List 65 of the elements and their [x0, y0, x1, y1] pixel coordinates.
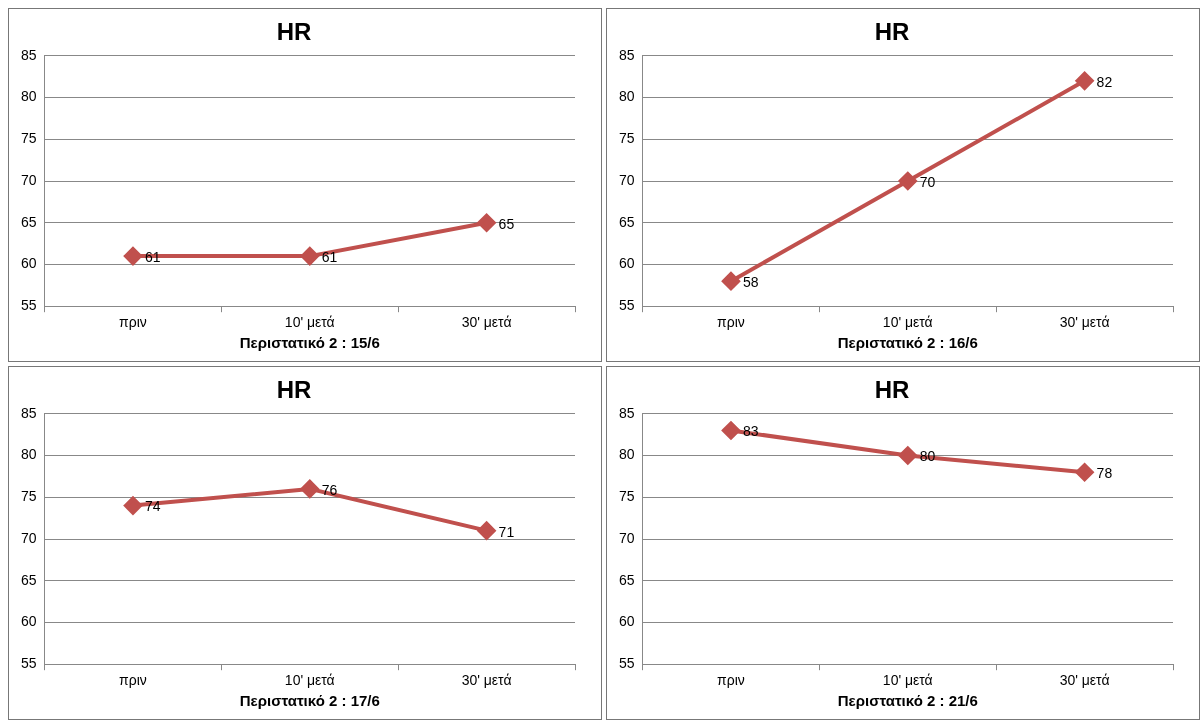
- x-tick-label: 10' μετά: [882, 672, 933, 689]
- data-label: 71: [498, 523, 515, 540]
- point: [123, 496, 142, 515]
- point: [300, 479, 319, 498]
- point: [721, 272, 740, 291]
- x-axis-title: Περιστατικό 2 : 15/6: [239, 334, 380, 352]
- y-tick-label: 70: [618, 529, 635, 546]
- x-axis-title: Περιστατικό 2 : 17/6: [239, 692, 380, 710]
- y-tick-label: 60: [20, 613, 37, 630]
- y-tick-label: 55: [20, 297, 37, 314]
- point: [898, 172, 917, 190]
- x-tick-label: πριν: [119, 314, 147, 331]
- y-tick-label: 55: [618, 655, 635, 672]
- y-tick-label: 80: [618, 88, 635, 105]
- data-label: 82: [1096, 73, 1113, 90]
- point: [1075, 71, 1094, 90]
- x-tick-label: 10' μετά: [882, 314, 933, 331]
- point: [1075, 463, 1094, 482]
- y-tick-label: 60: [618, 613, 635, 630]
- y-tick-label: 75: [20, 488, 37, 505]
- y-tick-label: 55: [618, 297, 635, 314]
- x-axis-title: Περιστατικό 2 : 21/6: [837, 692, 978, 710]
- chart-title: HR: [874, 376, 910, 404]
- y-tick-label: 85: [20, 46, 37, 63]
- y-tick-label: 85: [618, 404, 635, 421]
- y-tick-label: 60: [20, 255, 37, 272]
- chart-title: HR: [276, 376, 312, 404]
- point: [898, 446, 917, 465]
- x-tick-label: πριν: [717, 672, 745, 689]
- data-label: 61: [321, 248, 338, 265]
- chart-title: HR: [874, 18, 910, 46]
- y-tick-label: 85: [618, 46, 635, 63]
- x-axis-title: Περιστατικό 2 : 16/6: [837, 334, 978, 352]
- x-tick-label: 10' μετά: [284, 672, 335, 689]
- y-tick-label: 65: [20, 571, 37, 588]
- x-tick-label: 30' μετά: [1059, 314, 1110, 331]
- x-tick-label: 30' μετά: [461, 672, 512, 689]
- y-tick-label: 80: [618, 446, 635, 463]
- data-label: 78: [1096, 465, 1113, 482]
- data-label: 58: [742, 274, 759, 291]
- data-label: 70: [919, 173, 936, 190]
- chart-title: HR: [276, 18, 312, 46]
- point: [721, 421, 740, 440]
- y-tick-label: 75: [618, 488, 635, 505]
- x-tick-label: πριν: [717, 314, 745, 331]
- point: [477, 521, 496, 540]
- x-tick-label: 10' μετά: [284, 314, 335, 331]
- x-tick-label: 30' μετά: [461, 314, 512, 331]
- y-tick-label: 65: [20, 213, 37, 230]
- y-tick-label: 70: [20, 529, 37, 546]
- y-tick-label: 70: [20, 171, 37, 188]
- y-tick-label: 70: [618, 171, 635, 188]
- y-tick-label: 75: [20, 130, 37, 147]
- y-tick-label: 85: [20, 404, 37, 421]
- y-tick-label: 65: [618, 213, 635, 230]
- x-tick-label: πριν: [119, 672, 147, 689]
- data-label: 83: [742, 423, 759, 440]
- y-tick-label: 80: [20, 88, 37, 105]
- data-label: 65: [498, 215, 515, 232]
- x-tick-label: 30' μετά: [1059, 672, 1110, 689]
- y-tick-label: 60: [618, 255, 635, 272]
- y-tick-label: 80: [20, 446, 37, 463]
- y-tick-label: 75: [618, 130, 635, 147]
- y-tick-label: 55: [20, 655, 37, 672]
- y-tick-label: 65: [618, 571, 635, 588]
